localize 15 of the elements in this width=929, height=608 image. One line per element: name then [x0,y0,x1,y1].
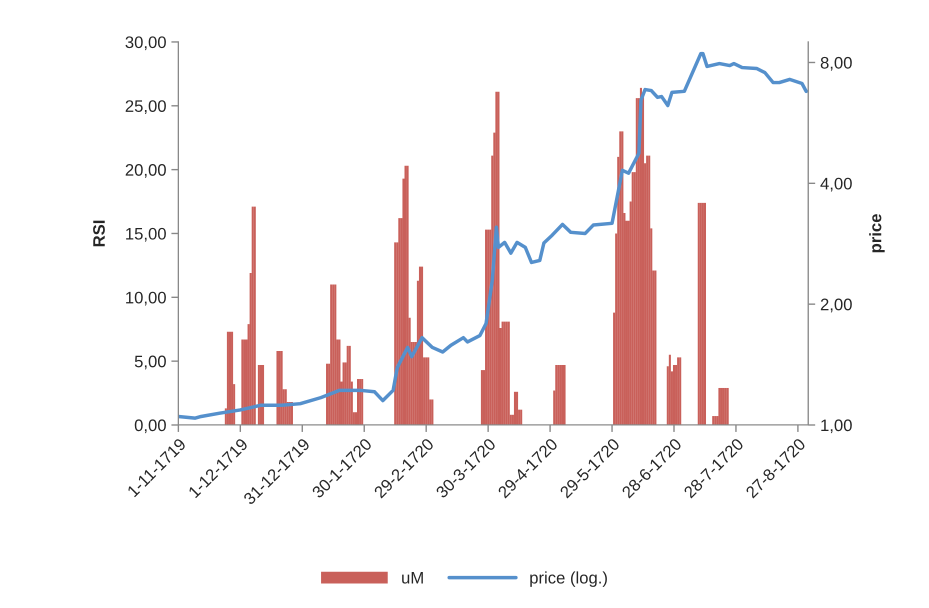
legend-label: price (log.) [530,571,607,587]
y2-tick-label: 8,00 [820,56,852,71]
y2-axis-title: price [869,214,885,252]
y-tick-label: 5,00 [134,356,166,370]
y2-tick-label: 4,00 [820,178,852,192]
y-tick-label: 30,00 [125,36,166,50]
legend-label: uM [402,572,423,584]
y-tick-label: 15,00 [126,228,166,242]
y-axis-title: RSI [93,220,105,246]
y2-tick-label: 1,00 [821,419,852,434]
y2-tick-label: 2,00 [820,298,852,312]
y-tick-label: 10,00 [126,292,166,306]
y-tick-label: 25,00 [126,100,166,114]
y-tick-label: 0,00 [134,419,166,434]
y-tick-label: 20,00 [126,164,166,178]
